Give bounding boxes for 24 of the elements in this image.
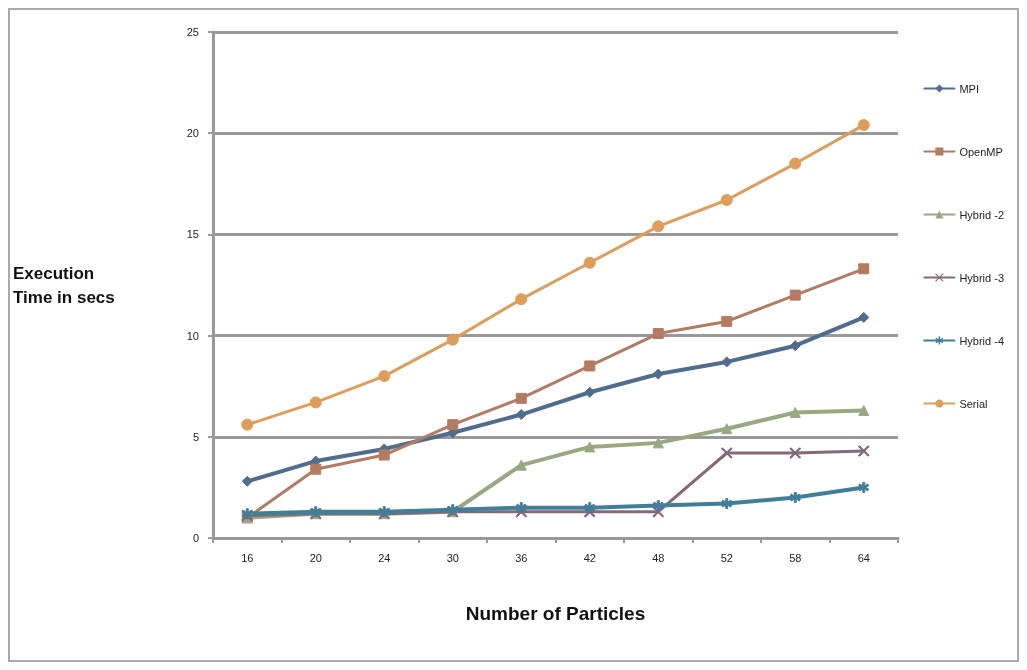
x-tick-label: 64 (857, 551, 870, 564)
x-axis-title: Number of Particles (465, 603, 646, 624)
x-tick-label: 30 (446, 551, 459, 564)
y-tick-label: 0 (192, 532, 199, 544)
x-tick-label: 58 (789, 551, 802, 564)
legend-label: Hybrid -3 (959, 271, 1004, 284)
x-tick-label: 52 (720, 551, 733, 564)
y-tick-label: 25 (186, 26, 199, 38)
x-tick-label: 16 (241, 551, 254, 564)
y-axis-title: Execution Time in secs (13, 263, 115, 307)
x-tick-label: 42 (583, 551, 596, 564)
x-tick-label: 24 (378, 551, 391, 564)
y-tick-label: 20 (186, 127, 199, 140)
y-tick-label: 5 (192, 430, 199, 443)
legend-label: Hybrid -4 (959, 334, 1004, 347)
legend-label: MPI (959, 82, 979, 95)
legend-label: Hybrid -2 (959, 208, 1004, 221)
x-tick-label: 48 (652, 551, 665, 564)
x-tick-label: 20 (309, 551, 322, 564)
y-tick-label: 10 (186, 329, 199, 342)
legend-label: Serial (959, 397, 988, 410)
x-tick-label: 36 (515, 551, 528, 564)
y-tick-label: 15 (186, 228, 199, 241)
legend-label: OpenMP (959, 145, 1003, 158)
